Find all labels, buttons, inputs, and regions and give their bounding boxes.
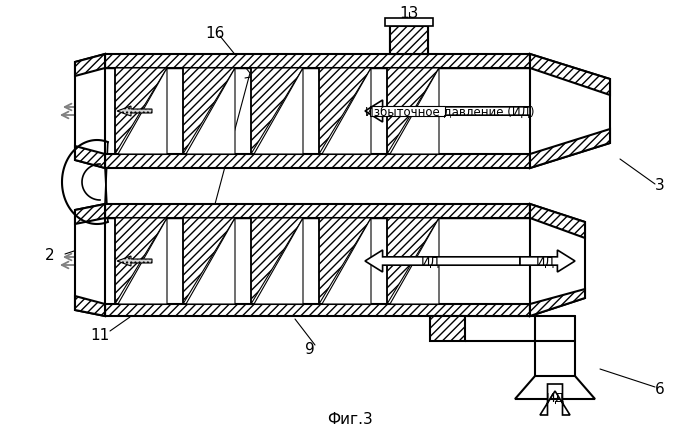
Text: ИД: ИД (421, 255, 440, 268)
Polygon shape (117, 107, 152, 117)
Polygon shape (530, 55, 610, 169)
Text: 9: 9 (305, 342, 315, 356)
Polygon shape (115, 69, 167, 155)
Polygon shape (387, 69, 439, 155)
Polygon shape (387, 218, 439, 304)
Polygon shape (390, 218, 439, 304)
Polygon shape (322, 218, 371, 304)
Bar (430, 316, 465, 341)
Polygon shape (115, 218, 167, 304)
Bar (370, 107, 445, 117)
Text: 3: 3 (655, 177, 665, 192)
Bar (390, 27, 428, 55)
Text: 2: 2 (46, 247, 55, 262)
Polygon shape (530, 289, 585, 316)
Polygon shape (75, 205, 105, 224)
Text: 16: 16 (205, 25, 225, 40)
Polygon shape (75, 147, 105, 169)
Polygon shape (75, 205, 105, 316)
Text: ИД: ИД (545, 391, 565, 404)
Polygon shape (530, 205, 585, 316)
Polygon shape (530, 55, 610, 96)
Polygon shape (319, 218, 371, 304)
Polygon shape (322, 69, 371, 155)
Polygon shape (254, 218, 303, 304)
Polygon shape (117, 256, 152, 266)
Polygon shape (365, 250, 520, 272)
Polygon shape (251, 69, 303, 155)
Polygon shape (75, 55, 105, 77)
Polygon shape (530, 69, 610, 155)
Polygon shape (319, 69, 371, 155)
Bar (105, 69, 530, 155)
Polygon shape (520, 250, 575, 272)
Bar (105, 155, 530, 169)
Polygon shape (118, 218, 167, 304)
Polygon shape (251, 218, 303, 304)
Text: 6: 6 (655, 381, 665, 396)
Polygon shape (365, 101, 530, 123)
Polygon shape (390, 69, 439, 155)
Text: Избыточное давление (ИД): Избыточное давление (ИД) (365, 105, 535, 118)
Polygon shape (186, 69, 235, 155)
Polygon shape (540, 384, 570, 415)
Polygon shape (183, 218, 235, 304)
Polygon shape (186, 218, 235, 304)
Polygon shape (530, 205, 585, 239)
Polygon shape (515, 376, 595, 399)
Bar (105, 218, 530, 304)
Polygon shape (75, 55, 105, 169)
Polygon shape (183, 69, 235, 155)
Polygon shape (118, 69, 167, 155)
Text: Фиг.3: Фиг.3 (327, 412, 373, 427)
Bar (385, 19, 433, 27)
Polygon shape (75, 296, 105, 316)
Text: 11: 11 (90, 327, 110, 342)
Polygon shape (254, 69, 303, 155)
Bar (105, 55, 530, 69)
Text: ИД: ИД (536, 255, 554, 268)
Text: 13: 13 (399, 6, 419, 21)
Bar (105, 304, 530, 316)
Bar (105, 205, 530, 218)
Polygon shape (530, 130, 610, 169)
